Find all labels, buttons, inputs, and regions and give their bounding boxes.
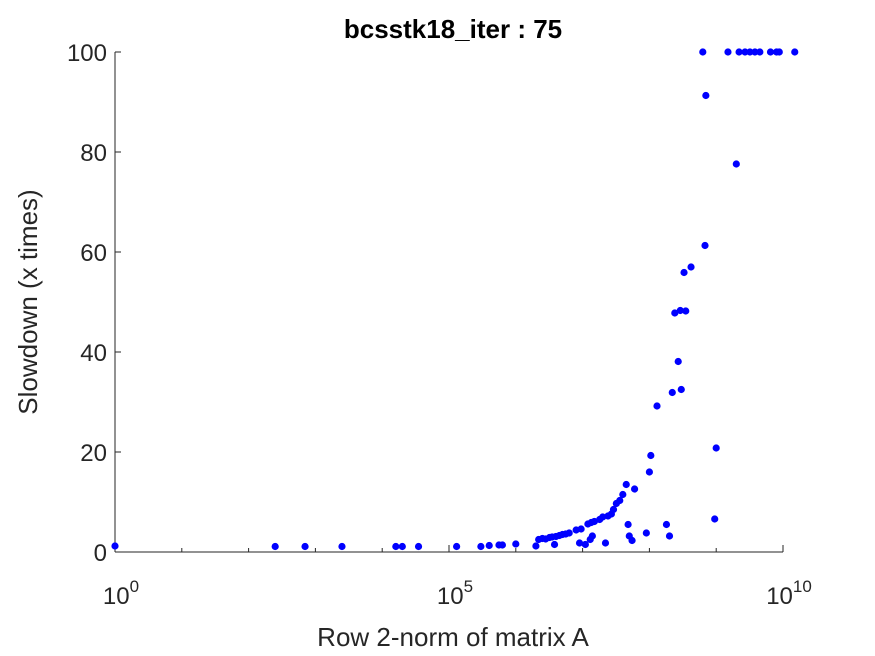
data-point	[701, 241, 709, 250]
data-point	[732, 160, 740, 168]
data-point	[682, 307, 690, 315]
data-point	[532, 542, 540, 550]
data-point	[756, 48, 764, 56]
data-point	[414, 542, 423, 551]
data-point	[622, 480, 630, 489]
data-point	[645, 468, 654, 476]
y-axis-label: Slowdown (x times)	[13, 189, 43, 414]
data-point	[575, 539, 584, 547]
data-point	[642, 529, 650, 537]
x-tick-exponent: 0	[130, 577, 139, 596]
data-point	[601, 539, 610, 547]
data-point	[485, 541, 493, 550]
x-tick-label: 100	[103, 577, 139, 610]
data-point	[565, 529, 573, 537]
data-point	[680, 268, 688, 277]
data-point	[398, 542, 406, 551]
data-point	[791, 48, 799, 56]
data-point	[550, 540, 559, 549]
y-axis: 0 20 40 60 80 100	[67, 40, 121, 567]
data-point	[687, 263, 695, 271]
data-point	[477, 542, 485, 551]
data-point	[630, 485, 639, 493]
data-point	[619, 490, 627, 499]
data-point	[624, 520, 632, 529]
data-point	[724, 48, 732, 56]
data-point	[741, 48, 749, 56]
data-point	[702, 91, 710, 100]
data-point	[392, 542, 400, 551]
data-point	[609, 505, 618, 514]
data-point	[588, 532, 596, 540]
y-tick-label: 60	[80, 240, 107, 267]
data-point	[647, 451, 655, 460]
x-axis-ticks: 100 105 1010	[103, 545, 812, 610]
x-tick-base: 10	[766, 583, 793, 610]
data-point	[668, 388, 676, 397]
x-tick-label: 105	[437, 577, 473, 610]
data-point	[775, 48, 783, 56]
data-point	[662, 520, 671, 529]
x-tick-exponent: 5	[464, 577, 473, 596]
y-tick-label: 20	[80, 440, 107, 467]
data-point	[653, 402, 661, 410]
data-point	[766, 48, 775, 56]
data-point	[676, 306, 684, 315]
data-point	[699, 48, 707, 56]
data-point	[453, 542, 461, 551]
data-points	[111, 48, 799, 551]
y-axis-ticks: 0 20 40 60 80 100	[67, 40, 121, 567]
data-point	[735, 48, 743, 56]
data-point	[671, 309, 679, 317]
data-point	[577, 525, 585, 533]
x-tick-base: 10	[103, 583, 130, 610]
x-tick-exponent: 10	[793, 577, 812, 596]
data-point	[512, 540, 520, 548]
x-tick-base: 10	[437, 583, 464, 610]
data-point	[301, 542, 309, 551]
y-tick-label: 100	[67, 40, 107, 67]
chart-title: bcsstk18_iter : 75	[344, 14, 562, 44]
data-point	[616, 496, 624, 505]
y-tick-label: 40	[80, 340, 107, 367]
data-point	[746, 48, 754, 56]
data-point	[712, 444, 720, 452]
data-point	[628, 536, 636, 545]
data-point	[271, 542, 279, 551]
x-axis-label: Row 2-norm of matrix A	[317, 622, 589, 652]
data-point	[711, 515, 719, 523]
y-tick-label: 80	[80, 140, 107, 167]
data-point	[674, 357, 682, 366]
data-point	[665, 532, 674, 540]
x-tick-label: 1010	[766, 577, 812, 610]
data-point	[677, 385, 685, 394]
x-axis: 100 105 1010	[103, 545, 812, 610]
data-point	[581, 540, 589, 549]
data-point	[111, 542, 119, 550]
data-point	[498, 541, 506, 549]
y-tick-label: 0	[94, 540, 107, 567]
data-point	[338, 542, 346, 551]
